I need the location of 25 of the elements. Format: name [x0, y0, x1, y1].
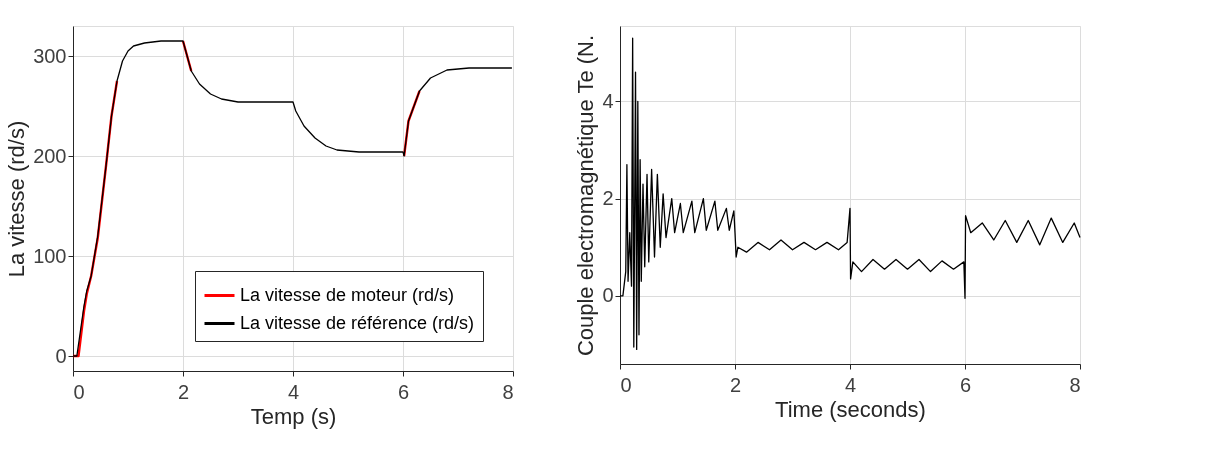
y-tick-label: 4 [602, 89, 614, 112]
x-tick-label: 8 [1069, 373, 1081, 396]
x-tick-label: 4 [287, 380, 300, 403]
y-axis-title: Couple electromagnétique Te (N. [573, 34, 599, 357]
x-tick-label: 8 [502, 380, 514, 403]
x-axis-title: Time (seconds) [775, 396, 926, 422]
legend-label: La vitesse de moteur (rd/s) [240, 284, 455, 305]
y-tick-label: 2 [602, 187, 614, 210]
line-series [619, 37, 1081, 351]
line-series [72, 40, 513, 357]
legend-label: La vitesse de référence (rd/s) [240, 312, 475, 333]
x-tick-label: 6 [397, 380, 410, 403]
y-tick-label: 300 [33, 44, 67, 67]
y-tick-label: 200 [33, 144, 67, 167]
x-tick-label: 2 [177, 380, 190, 403]
x-axis-title: Temp (s) [250, 403, 337, 429]
y-tick-label: 100 [33, 244, 67, 267]
y-tick-label: 0 [602, 284, 614, 307]
x-tick-label: 6 [959, 373, 972, 396]
y-axis-title: La vitesse (rd/s) [4, 120, 30, 278]
x-tick-label: 2 [729, 373, 742, 396]
x-tick-label: 0 [620, 373, 632, 396]
x-tick-label: 0 [73, 380, 85, 403]
y-tick-label: 0 [55, 344, 67, 367]
x-tick-label: 4 [844, 373, 857, 396]
